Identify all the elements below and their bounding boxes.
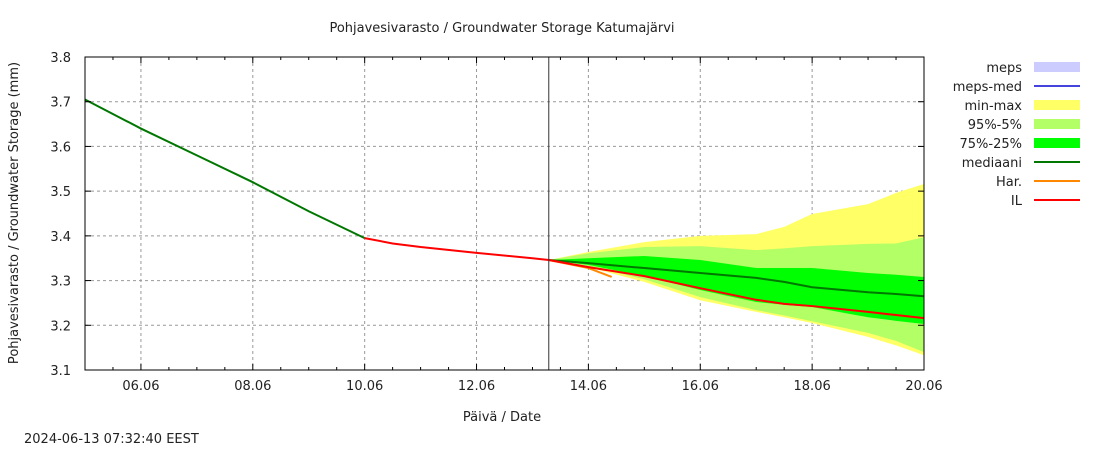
legend: meps meps-med min-max 95%-5% 75%-25% mediaani… <box>953 61 1080 209</box>
mediaani-line <box>548 259 925 298</box>
grid <box>85 57 924 370</box>
legend-label: mediaani <box>962 156 1022 171</box>
legend-label: meps-med <box>953 80 1022 95</box>
legend-swatch <box>1034 138 1080 148</box>
x-tick-label: 20.06 <box>905 379 942 394</box>
IL-line <box>548 259 925 320</box>
y-tick-label: 3.2 <box>50 319 71 334</box>
chart-marks <box>84 57 925 370</box>
legend-label: min-max <box>964 99 1022 114</box>
legend-label: 95%-5% <box>968 118 1022 133</box>
x-tick-label: 18.06 <box>794 379 831 394</box>
legend-label: Har. <box>996 175 1022 190</box>
observed-line-green <box>84 98 366 239</box>
y-axis-label: Pohjavesivarasto / Groundwater Storage (… <box>7 62 22 364</box>
legend-swatch <box>1034 119 1080 129</box>
x-tick-label: 06.06 <box>122 379 159 394</box>
legend-label: meps <box>986 61 1022 76</box>
x-tick-label: 10.06 <box>346 379 383 394</box>
legend-swatch <box>1034 100 1080 110</box>
chart-title: Pohjavesivarasto / Groundwater Storage K… <box>329 21 674 36</box>
y-tick-label: 3.1 <box>50 364 71 379</box>
observed-line-red <box>364 237 549 261</box>
x-tick-label: 12.06 <box>458 379 495 394</box>
y-tick-label: 3.5 <box>50 185 71 200</box>
x-tick-label: 08.06 <box>234 379 271 394</box>
legend-label: IL <box>1011 194 1023 209</box>
axes: 3.1 3.2 3.3 3.4 3.5 3.6 3.7 3.8 06.06 08.06 10.06 1… <box>50 51 942 394</box>
y-tick-label: 3.3 <box>50 275 71 290</box>
legend-swatch <box>1034 62 1080 72</box>
y-tick-label: 3.7 <box>50 96 71 111</box>
x-tick-label: 14.06 <box>570 379 607 394</box>
y-tick-label: 3.8 <box>50 51 71 66</box>
y-tick-label: 3.4 <box>50 230 71 245</box>
x-axis-label: Päivä / Date <box>463 410 541 425</box>
plot-frame <box>84 56 925 371</box>
timestamp: 2024-06-13 07:32:40 EEST <box>24 432 199 447</box>
legend-label: 75%-25% <box>960 137 1022 152</box>
x-tick-label: 16.06 <box>682 379 719 394</box>
y-tick-label: 3.6 <box>50 140 71 155</box>
